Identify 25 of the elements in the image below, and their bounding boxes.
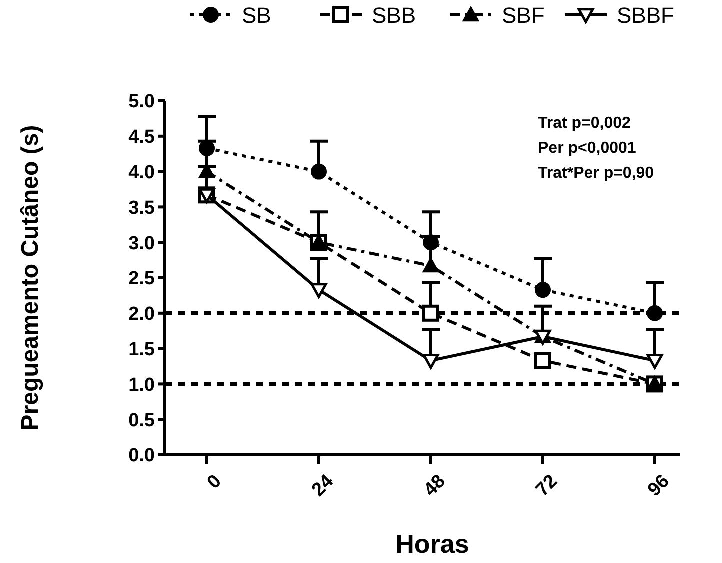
y-tick-label: 1.5 [128, 339, 156, 360]
x-tick-label: 72 [532, 471, 562, 501]
y-tick-label: 0.0 [128, 446, 155, 467]
x-tick-label: 96 [644, 471, 674, 501]
y-tick-label: 1.0 [128, 374, 155, 396]
x-tick-label: 48 [420, 471, 450, 501]
y-tick-label: 4.5 [128, 127, 156, 148]
annotation: Trat p=0,002 [538, 115, 632, 132]
annotation: Trat*Per p=0,90 [538, 165, 654, 182]
x-tick-label: 24 [308, 470, 338, 501]
y-tick-label: 2.0 [128, 304, 155, 326]
x-axis-title: Horas [396, 529, 470, 559]
y-tick-label: 5.0 [128, 92, 155, 113]
legend-label: SB [242, 3, 272, 28]
annotation: Per p<0,0001 [538, 140, 636, 157]
y-tick-label: 0.5 [128, 410, 156, 432]
legend-label: SBF [502, 3, 545, 28]
y-tick-label: 4.0 [128, 162, 155, 184]
x-tick-label: 0 [204, 471, 226, 494]
y-tick-label: 3.5 [128, 198, 156, 219]
legend-label: SBB [372, 3, 416, 28]
y-axis-title: Pregueamento Cutâneo (s) [17, 125, 44, 431]
y-tick-label: 2.5 [128, 268, 156, 290]
legend-label: SBBF [617, 3, 674, 28]
y-tick-label: 3.0 [128, 233, 155, 254]
